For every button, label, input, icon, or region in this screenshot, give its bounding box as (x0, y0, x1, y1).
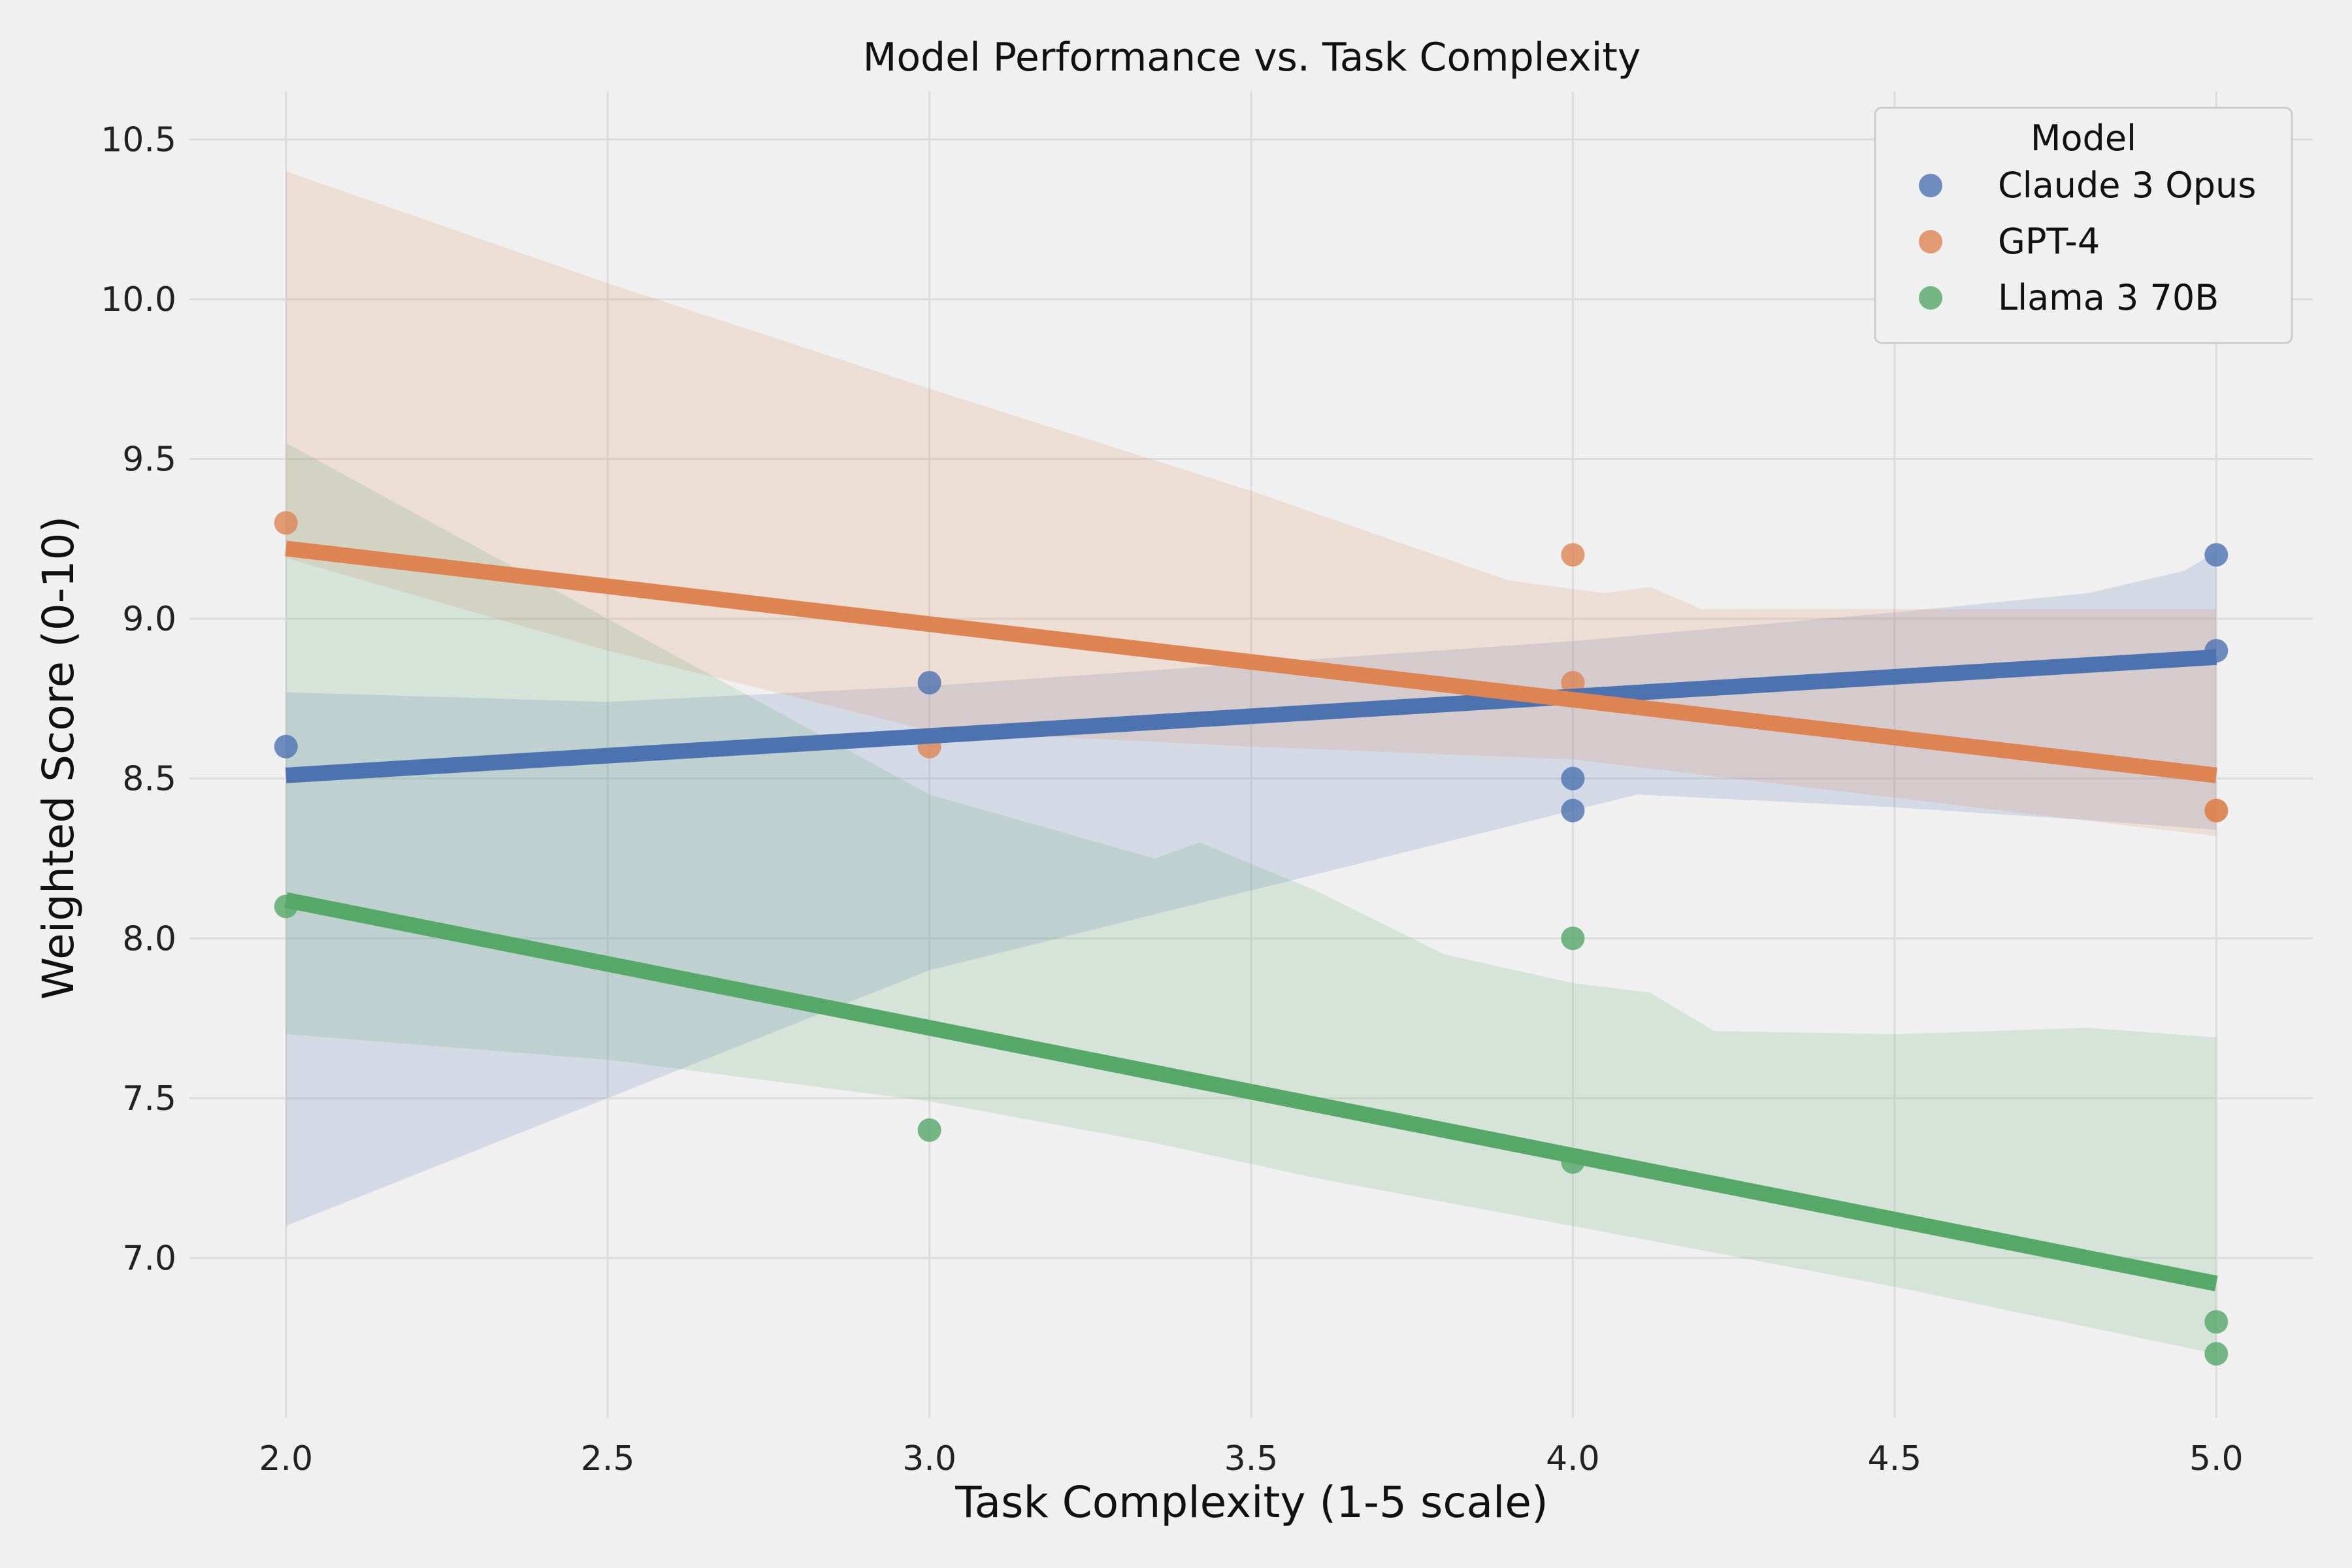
y-tick-label: 10.5 (101, 120, 176, 159)
y-tick-label: 8.0 (122, 919, 176, 958)
y-axis-title: Weighted Score (0-10) (33, 516, 84, 1000)
x-tick-label: 2.0 (259, 1439, 313, 1478)
point-claude-3-opus (917, 670, 941, 694)
x-tick-label: 5.0 (2189, 1439, 2244, 1478)
x-tick-label: 3.5 (1224, 1439, 1279, 1478)
x-tick-label: 2.5 (581, 1439, 635, 1478)
legend-label-llama-3-70b: Llama 3 70B (1998, 277, 2219, 318)
fit-line-llama-3-70b (284, 892, 2218, 1292)
y-tick-label: 8.5 (122, 760, 176, 799)
legend-marker-gpt-4 (1919, 230, 1942, 253)
point-claude-3-opus (1561, 766, 1585, 791)
y-tick-label: 7.5 (122, 1079, 176, 1119)
regression-lines (284, 540, 2218, 1292)
fit-line-gpt-4 (285, 540, 2217, 783)
point-llama-3-70b (2204, 1342, 2229, 1366)
point-llama-3-70b (2204, 1310, 2229, 1334)
y-tick-label: 9.5 (122, 440, 176, 480)
y-tick-labels: 7.0 7.5 8.0 8.5 9.0 9.5 10.0 10.5 (101, 120, 176, 1278)
legend: Model Claude 3 Opus GPT-4 Llama 3 70B (1874, 106, 2293, 344)
x-tick-label: 4.0 (1546, 1439, 1600, 1478)
point-claude-3-opus (1561, 798, 1585, 823)
point-gpt-4 (2204, 798, 2229, 823)
y-tick-label: 7.0 (122, 1239, 176, 1278)
grid (189, 91, 2313, 1418)
ci-band-llama-3-70b (286, 443, 2217, 1354)
ci-band-gpt-4 (286, 171, 2217, 836)
legend-label-claude-3-opus: Claude 3 Opus (1998, 165, 2256, 206)
y-tick-label: 9.0 (122, 600, 176, 639)
point-gpt-4 (274, 511, 298, 535)
point-gpt-4 (1561, 543, 1585, 567)
y-tick-label: 10.0 (101, 280, 176, 319)
fit-line-claude-3-opus (285, 649, 2217, 783)
point-llama-3-70b (917, 1118, 941, 1142)
legend-label-gpt-4: GPT-4 (1998, 221, 2100, 262)
legend-items: Claude 3 Opus GPT-4 Llama 3 70B (1919, 165, 2256, 318)
point-llama-3-70b (1561, 926, 1585, 951)
x-tick-label: 3.0 (902, 1439, 956, 1478)
chart-title: Model Performance vs. Task Complexity (863, 35, 1641, 80)
x-tick-labels: 2.0 2.5 3.0 3.5 4.0 4.5 5.0 (259, 1439, 2243, 1478)
point-claude-3-opus (2204, 543, 2229, 567)
legend-marker-llama-3-70b (1919, 286, 1942, 310)
point-claude-3-opus (274, 734, 298, 759)
legend-title: Model (2031, 118, 2136, 159)
x-axis-title: Task Complexity (1-5 scale) (955, 1477, 1548, 1527)
legend-marker-claude-3-opus (1919, 174, 1942, 197)
legend-frame (1874, 106, 2293, 344)
x-tick-label: 4.5 (1867, 1439, 1921, 1478)
